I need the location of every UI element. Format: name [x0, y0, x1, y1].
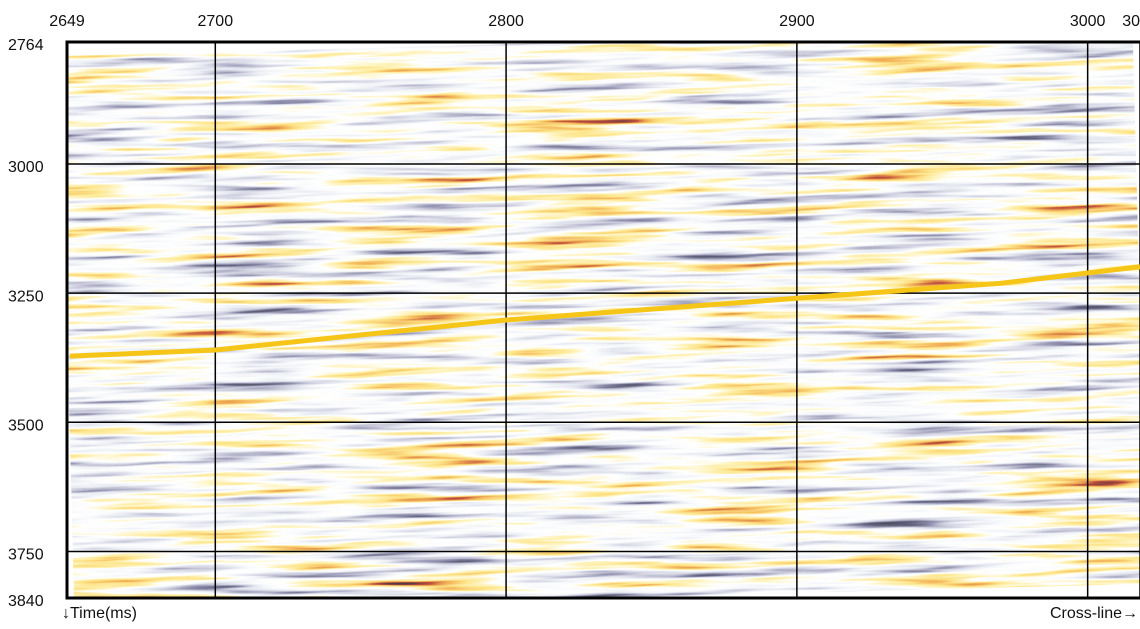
seismic-image — [67, 42, 1140, 598]
y-axis-label: ↓Time(ms) — [62, 605, 137, 622]
seismic-texture — [67, 42, 1140, 598]
y-tick-label: 3840 — [8, 593, 44, 610]
y-tick-label: 2764 — [8, 37, 44, 54]
y-tick-label: 3000 — [8, 159, 44, 176]
x-tick-label: 2800 — [488, 13, 524, 30]
y-tick-label: 3250 — [8, 288, 44, 305]
y-tick-label: 3500 — [8, 418, 44, 435]
y-tick-label: 3750 — [8, 547, 44, 564]
x-tick-label: 3000 — [1070, 13, 1106, 30]
x-tick-label: 2700 — [198, 13, 234, 30]
plot-frame — [65, 40, 1140, 600]
x-tick-label: 2649 — [49, 13, 85, 30]
x-axis-label: Cross-line→ — [1050, 605, 1138, 622]
horizon-line — [69, 264, 1140, 359]
x-tick-label: 2900 — [779, 13, 815, 30]
x-tick-label: 3018 — [1122, 13, 1140, 30]
